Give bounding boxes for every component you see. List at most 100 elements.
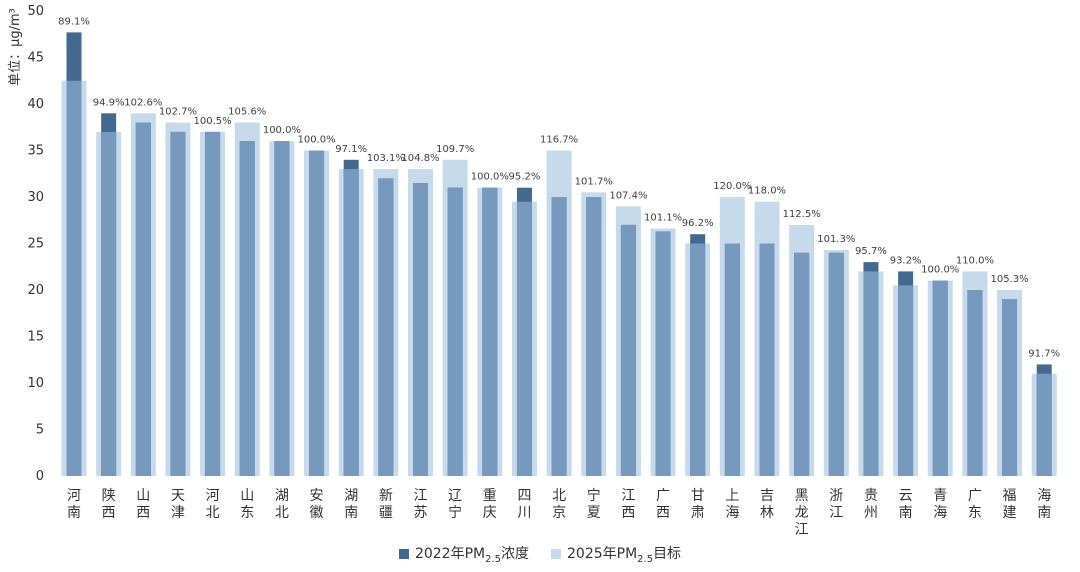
category-label: 庆	[483, 505, 497, 521]
data-label: 102.7%	[159, 107, 197, 118]
category-label: 川	[517, 505, 531, 521]
overlap-bar	[724, 243, 740, 476]
category-label: 河	[206, 488, 220, 504]
overlap-bar	[309, 150, 325, 476]
category-label: 甘	[691, 488, 705, 504]
category-label: 北	[552, 488, 566, 504]
y-tick-label: 0	[36, 469, 44, 484]
data-label: 120.0%	[713, 181, 751, 192]
category-label: 东	[240, 505, 254, 521]
category-label: 建	[1003, 505, 1017, 521]
y-tick-label: 45	[27, 51, 44, 66]
data-label: 104.8%	[401, 153, 439, 164]
overlap-bar	[101, 131, 117, 476]
legend-label-2022: 2022年PM2.5浓度	[414, 546, 529, 565]
data-label: 89.1%	[58, 16, 90, 27]
data-label: 118.0%	[748, 186, 786, 197]
y-tick-label: 5	[36, 423, 44, 438]
overlap-bar	[863, 271, 879, 476]
data-label: 105.3%	[990, 274, 1028, 285]
category-label: 江	[621, 488, 635, 504]
y-tick-label: 30	[27, 190, 44, 205]
data-label: 100.5%	[194, 116, 232, 127]
data-label: 95.2%	[509, 172, 541, 183]
overlap-bar	[378, 178, 394, 476]
overlap-bar	[690, 243, 706, 476]
category-label: 西	[656, 505, 670, 521]
data-label: 94.9%	[93, 97, 125, 108]
y-tick-label: 15	[27, 330, 44, 345]
category-label: 江	[795, 522, 809, 538]
overlap-bar	[586, 197, 602, 476]
overlap-bar	[66, 80, 82, 476]
legend: 2022年PM2.5浓度 2025年PM2.5目标	[0, 543, 1080, 565]
y-tick-label: 20	[27, 283, 44, 298]
overlap-bar	[170, 131, 186, 476]
category-label: 海	[725, 505, 739, 521]
data-label: 97.1%	[335, 144, 367, 155]
category-label: 福	[1003, 488, 1017, 504]
data-label: 93.2%	[890, 255, 922, 266]
category-label: 疆	[379, 505, 393, 521]
category-label: 宁	[448, 504, 462, 521]
data-label: 101.3%	[817, 234, 855, 245]
bars	[61, 32, 1057, 477]
category-label: 山	[240, 488, 254, 504]
data-label: 103.1%	[367, 153, 405, 164]
category-label: 夏	[587, 505, 601, 521]
category-label: 江	[414, 488, 428, 504]
category-label: 西	[102, 505, 116, 521]
category-label: 东	[968, 505, 982, 521]
overlap-bar	[205, 131, 221, 476]
data-label: 100.0%	[921, 265, 959, 276]
category-label: 重	[483, 488, 497, 504]
category-label: 徽	[310, 505, 324, 521]
data-label: 109.7%	[436, 144, 474, 155]
overlap-bar	[1002, 299, 1018, 476]
overlap-bar	[759, 243, 775, 476]
data-labels: 89.1% 94.9% 102.6%102.7%100.5%105.6% 100.0%…	[58, 16, 1060, 359]
category-label: 安	[310, 488, 324, 504]
category-labels: 河南陕西山西天津河北山东湖北安徽湖南新疆江苏辽宁重庆四川北京宁夏江西广西甘肃上海…	[67, 487, 1051, 538]
overlap-bar	[413, 183, 428, 477]
data-label: 95.7%	[855, 246, 887, 257]
category-label: 西	[136, 505, 150, 521]
category-label: 北	[206, 505, 220, 521]
y-axis-title: 单位：μg/m³	[8, 8, 23, 86]
data-label: 91.7%	[1028, 348, 1060, 359]
category-label: 北	[275, 505, 289, 521]
category-label: 浙	[829, 488, 843, 504]
overlap-bar	[898, 285, 914, 476]
category-label: 四	[517, 488, 531, 504]
category-label: 南	[344, 505, 358, 521]
data-label: 110.0%	[956, 255, 994, 266]
legend-item-2022: 2022年PM2.5浓度	[398, 543, 529, 565]
legend-label-2025: 2025年PM2.5目标	[567, 546, 682, 565]
category-label: 山	[136, 488, 150, 504]
category-label: 京	[552, 505, 566, 521]
category-label: 吉	[760, 488, 774, 504]
y-tick-label: 40	[27, 97, 44, 112]
y-axis-ticks: 0 5 10 15 20 25 30 35 40 45 50	[27, 4, 44, 484]
overlap-bar	[1036, 373, 1052, 476]
category-label: 湖	[344, 488, 358, 504]
category-label: 天	[171, 488, 185, 504]
data-label: 96.2%	[682, 218, 714, 229]
data-label: 107.4%	[609, 190, 647, 201]
y-tick-label: 35	[27, 144, 44, 159]
y-axis-label: 单位：μg/m³	[8, 8, 23, 86]
y-tick-label: 10	[27, 376, 44, 391]
category-label: 林	[760, 505, 774, 521]
category-label: 云	[899, 488, 913, 504]
overlap-bar	[135, 122, 151, 476]
category-label: 海	[1037, 488, 1051, 504]
data-label: 100.0%	[297, 135, 335, 146]
y-tick-label: 50	[27, 4, 44, 19]
category-label: 广	[968, 488, 982, 504]
overlap-bar	[620, 224, 636, 476]
overlap-bar	[551, 197, 567, 476]
category-label: 宁	[587, 487, 601, 504]
category-label: 黑	[795, 488, 809, 504]
category-label: 湖	[275, 488, 289, 504]
